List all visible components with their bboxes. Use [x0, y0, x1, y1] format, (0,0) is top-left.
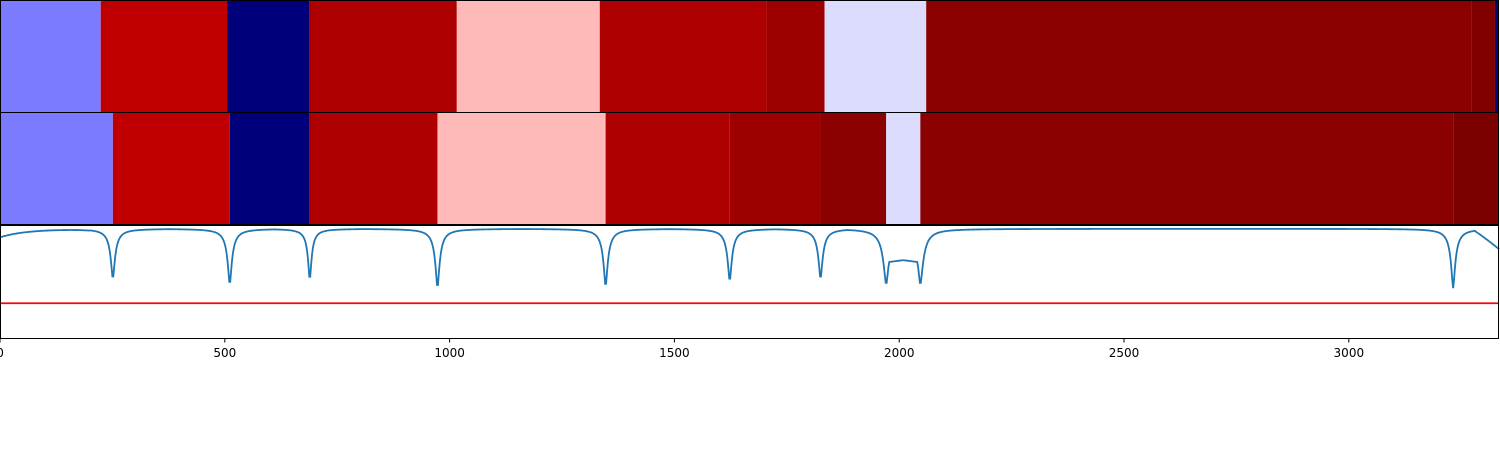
segment-bar [227, 1, 310, 112]
segment-bar [0, 1, 101, 112]
segment-bar [100, 1, 228, 112]
x-tick-label: 3000 [1334, 346, 1365, 360]
segment-bar [766, 1, 825, 112]
segment-bar [229, 113, 310, 224]
segment-bar [309, 1, 457, 112]
x-axis: 0 500 1000 1500 2000 2500 3000 [0, 338, 1365, 360]
x-tick-label: 2000 [884, 346, 915, 360]
segment-row-1 [0, 0, 1499, 113]
segment-bar [886, 113, 921, 224]
x-tick-label: 1500 [659, 346, 690, 360]
segment-bar [824, 1, 927, 112]
x-tick-label: 0 [0, 346, 4, 360]
x-tick-label: 1000 [434, 346, 465, 360]
x-tick-label: 2500 [1109, 346, 1140, 360]
segment-bar [1494, 1, 1499, 112]
segment-bar [1471, 1, 1495, 112]
segment-bar [309, 113, 438, 224]
segment-row-2 [0, 112, 1499, 225]
segment-bar [1453, 113, 1499, 224]
segment-bar [456, 1, 600, 112]
segment-bar [920, 113, 1454, 224]
signal-panel [0, 225, 1500, 339]
segment-bar [112, 113, 230, 224]
segment-bar [605, 113, 730, 224]
x-tick-label: 500 [213, 346, 236, 360]
segment-bar [437, 113, 606, 224]
segment-rows [0, 0, 1499, 225]
segment-bar [926, 1, 1472, 112]
signal-frame [0, 225, 1499, 339]
row-frame [0, 112, 1499, 225]
segment-bar [820, 113, 887, 224]
segment-bar [0, 113, 113, 224]
segment-bar [729, 113, 821, 224]
segment-bar [599, 1, 767, 112]
signal-line [0, 227, 1500, 289]
